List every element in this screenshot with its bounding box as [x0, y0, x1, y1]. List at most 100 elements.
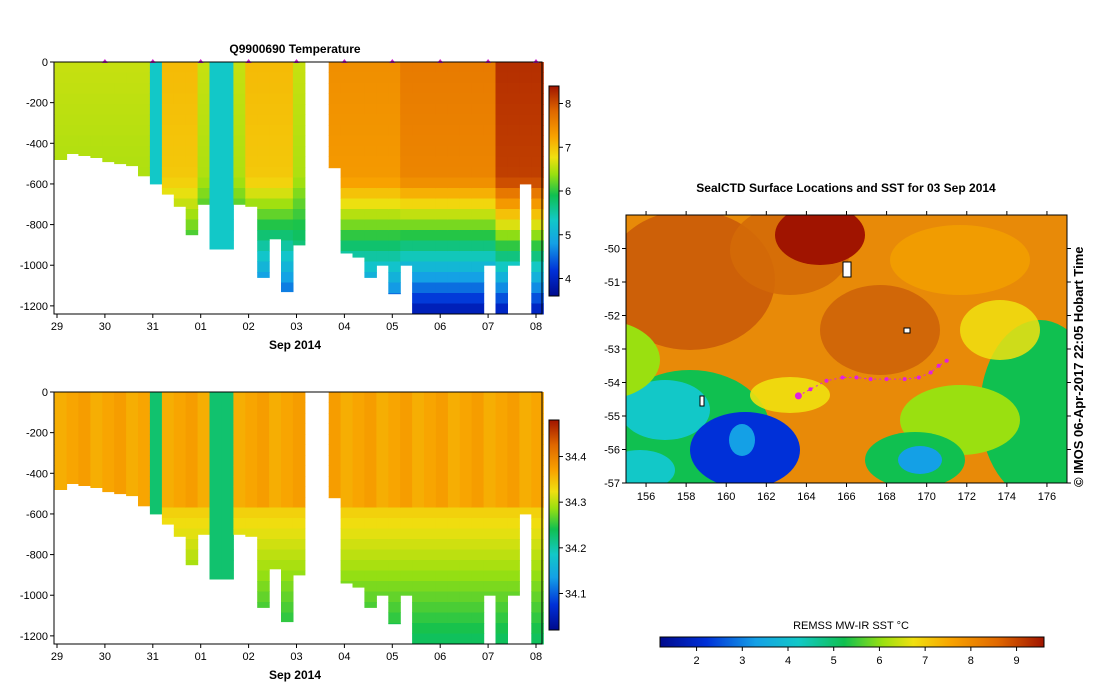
section-cell: [161, 62, 175, 73]
section-cell: [400, 539, 413, 550]
section-cell: [376, 476, 389, 487]
section-cell: [66, 392, 79, 403]
section-cell: [471, 93, 485, 105]
section-cell: [483, 570, 497, 582]
section-cell: [245, 455, 258, 466]
section-cell: [412, 633, 425, 645]
section-cell: [447, 62, 461, 73]
section-cell: [233, 72, 246, 84]
section-cell: [400, 413, 413, 424]
section-cell: [376, 261, 389, 266]
section-cell: [257, 104, 270, 115]
section-cell: [412, 303, 425, 315]
section-cell: [340, 434, 354, 445]
section-cell: [447, 146, 461, 157]
section-cell: [126, 455, 139, 466]
section-cell: [459, 125, 473, 136]
section-cell: [495, 219, 508, 231]
section-cell: [435, 114, 449, 126]
section-cell: [209, 240, 222, 250]
section-cell: [507, 104, 520, 115]
section-cell: [447, 455, 461, 466]
section-cell: [495, 591, 508, 603]
section-cell: [126, 104, 139, 115]
section-cell: [197, 125, 211, 136]
section-cell: [138, 167, 151, 177]
seal-location-point: [944, 358, 949, 363]
section-cell: [447, 72, 461, 84]
section-cell: [233, 518, 246, 529]
section-cell: [447, 251, 461, 262]
section-cell: [66, 125, 79, 136]
section-cell: [364, 272, 377, 278]
section-cell: [78, 72, 91, 84]
section-cell: [376, 486, 389, 498]
section-cell: [388, 146, 401, 157]
section-cell: [495, 230, 508, 241]
imos-credit: © IMOS 06-Apr-2017 22:05 Hobart Time: [1071, 246, 1086, 487]
section-cell: [483, 114, 497, 126]
section-cell: [364, 423, 377, 435]
section-cell: [233, 423, 246, 435]
section-cell: [281, 261, 294, 273]
section-cell: [519, 177, 532, 185]
section-cell: [257, 465, 270, 477]
section-cell: [185, 219, 199, 231]
section-cell: [221, 518, 234, 529]
section-cell: [340, 104, 354, 115]
section-cell: [447, 167, 461, 178]
section-cell: [424, 198, 437, 210]
section-cell: [161, 476, 175, 487]
section-cell: [447, 303, 461, 315]
section-cell: [221, 423, 234, 435]
temperature-chart-title: Q9900690 Temperature: [229, 42, 361, 56]
section-cell: [161, 518, 175, 525]
section-cell: [102, 392, 115, 403]
section-cell: [400, 497, 413, 508]
section-cell: [531, 633, 544, 645]
lon-tick-label: 168: [877, 491, 895, 503]
section-cell: [292, 423, 306, 435]
section-cell: [114, 392, 127, 403]
section-cell: [376, 198, 389, 210]
section-cell: [459, 303, 473, 315]
section-cell: [281, 104, 294, 115]
section-cell: [221, 135, 234, 147]
section-cell: [531, 303, 544, 315]
section-cell: [54, 413, 68, 424]
section-cell: [495, 72, 508, 84]
section-cell: [221, 570, 234, 580]
section-cell: [400, 135, 413, 147]
section-cell: [66, 413, 79, 424]
section-cell: [495, 125, 508, 136]
section-cell: [185, 539, 199, 550]
section-cell: [352, 518, 365, 529]
section-cell: [412, 507, 425, 519]
section-cell: [400, 93, 413, 105]
section-cell: [459, 219, 473, 231]
section-cell: [388, 167, 401, 178]
section-cell: [281, 434, 294, 445]
section-cell: [197, 413, 211, 424]
section-cell: [483, 125, 497, 136]
section-cell: [54, 83, 68, 94]
section-cell: [507, 251, 520, 262]
section-cell: [435, 402, 449, 414]
section-cell: [447, 539, 461, 550]
section-cell: [269, 125, 282, 136]
section-cell: [197, 476, 211, 487]
section-cell: [149, 93, 163, 105]
section-cell: [412, 240, 425, 252]
section-cell: [471, 125, 485, 136]
section-cell: [483, 240, 497, 252]
sst-colorbar-tick-label: 8: [968, 655, 974, 667]
section-cell: [495, 402, 508, 414]
section-cell: [447, 434, 461, 445]
section-cell: [209, 570, 222, 580]
section-cell: [292, 209, 306, 220]
map-title: SealCTD Surface Locations and SST for 03…: [696, 181, 996, 195]
section-cell: [54, 93, 68, 105]
section-cell: [352, 83, 365, 94]
section-cell: [292, 93, 306, 105]
section-cell: [376, 444, 389, 456]
